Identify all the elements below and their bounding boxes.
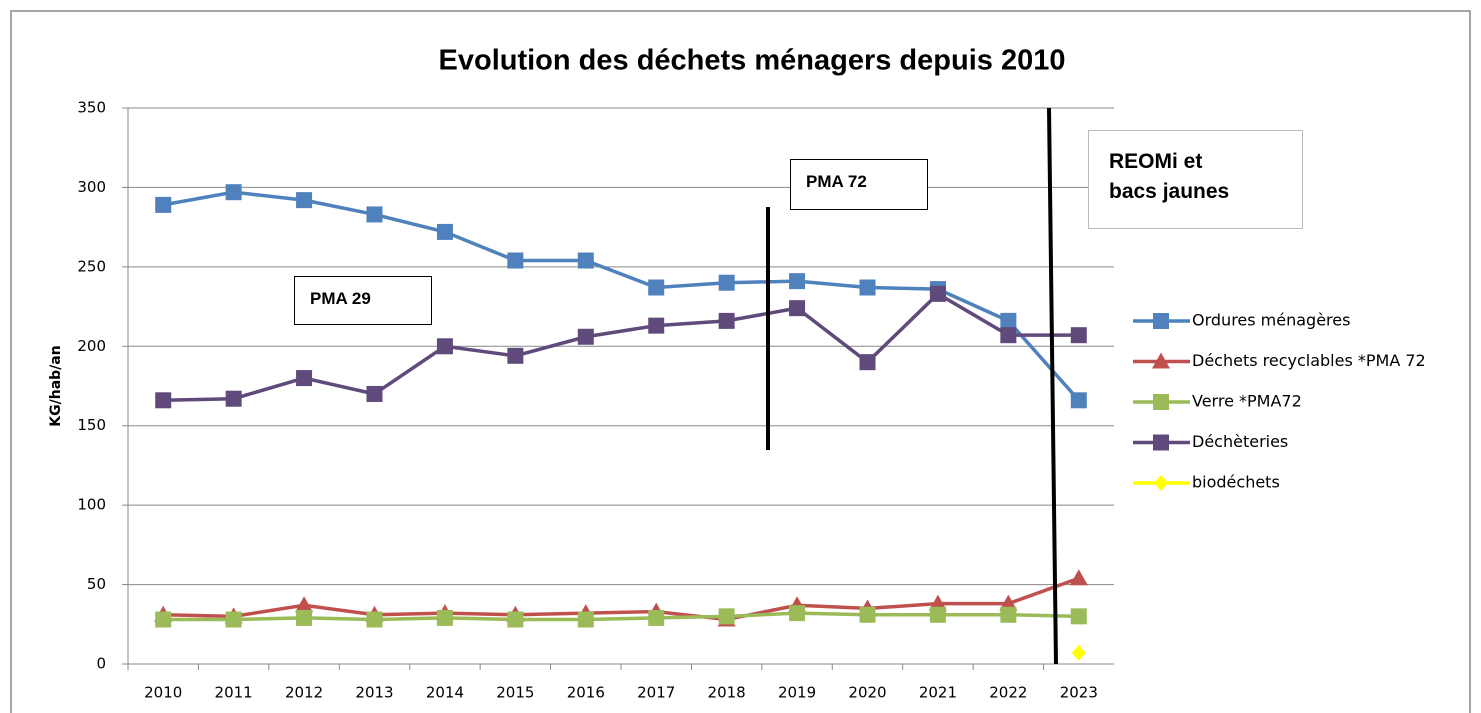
data-point <box>928 594 947 611</box>
data-point <box>366 206 383 223</box>
data-point <box>789 273 806 290</box>
data-point <box>1070 392 1087 409</box>
legend-marker <box>1153 434 1169 451</box>
data-point <box>225 390 242 407</box>
y-tick-label: 350 <box>77 99 106 117</box>
series-line <box>163 291 1079 403</box>
data-point <box>155 392 172 409</box>
data-point <box>436 609 453 626</box>
data-point <box>1000 327 1017 344</box>
legend-marker <box>1154 475 1168 491</box>
legend-label: Déchets recyclables *PMA 72 <box>1192 351 1426 370</box>
chart-title: Evolution des déchets ménagers depuis 20… <box>439 45 1066 77</box>
data-point <box>296 370 313 387</box>
divider <box>1047 107 1058 665</box>
data-point <box>295 596 314 613</box>
data-point <box>859 354 876 371</box>
data-point <box>789 300 806 317</box>
x-tick-label: 2020 <box>848 684 886 702</box>
legend-marker <box>1153 313 1169 329</box>
data-point <box>648 279 665 296</box>
x-tick-label: 2021 <box>919 684 957 702</box>
x-tick-label: 2010 <box>144 684 182 702</box>
annotation: PMA 29 <box>294 276 432 325</box>
y-axis-label: KG/hab/an <box>48 345 64 426</box>
x-tick-label: 2016 <box>567 684 605 702</box>
data-point <box>718 274 735 291</box>
data-point <box>1070 327 1087 344</box>
series-line <box>162 190 1081 402</box>
x-tick-label: 2019 <box>778 684 816 702</box>
data-point <box>859 606 876 623</box>
series-line <box>163 576 1080 622</box>
data-point <box>507 611 524 628</box>
series-line <box>163 611 1079 622</box>
data-point <box>929 285 946 302</box>
y-tick-label: 50 <box>87 575 106 593</box>
legend-marker <box>1152 352 1170 369</box>
data-point <box>1000 312 1017 329</box>
legend-label: Verre *PMA72 <box>1192 392 1302 411</box>
plot: 0 50 100 150 200 250 300 350 2010 2011 2012 2013 201… <box>77 99 1425 702</box>
legend-label: Déchèteries <box>1192 432 1288 451</box>
data-point <box>1071 644 1086 661</box>
y-tick-label: 250 <box>77 257 106 275</box>
data-point <box>507 347 524 364</box>
x-tick-label: 2022 <box>989 684 1027 702</box>
data-point <box>296 609 313 626</box>
data-point <box>296 192 313 209</box>
data-point <box>155 611 172 628</box>
data-point <box>1070 608 1087 625</box>
data-point <box>1000 606 1017 623</box>
data-point <box>718 312 735 329</box>
x-tick-label: 2011 <box>215 684 253 702</box>
data-point <box>577 611 594 628</box>
data-point <box>436 223 453 240</box>
data-point <box>648 317 665 334</box>
data-point <box>366 611 383 628</box>
y-tick-label: 150 <box>77 416 106 434</box>
y-tick-label: 0 <box>96 655 106 673</box>
x-tick-label: 2017 <box>637 684 675 702</box>
data-point <box>789 605 806 622</box>
legend-marker <box>1153 394 1169 410</box>
data-point <box>225 611 242 628</box>
y-tick-label: 100 <box>77 496 106 514</box>
data-point <box>718 608 735 625</box>
data-point <box>155 196 172 213</box>
x-tick-label: 2013 <box>355 684 393 702</box>
legend-label: biodéchets <box>1192 473 1280 492</box>
data-point <box>648 609 665 626</box>
data-point <box>225 184 242 201</box>
x-tick-label: 2012 <box>285 684 323 702</box>
y-tick-label: 200 <box>77 337 106 355</box>
data-point <box>859 279 876 296</box>
y-tick-label: 300 <box>77 178 106 196</box>
annotation: PMA 72 <box>790 159 928 210</box>
x-tick-label: 2015 <box>496 684 534 702</box>
data-point <box>577 252 594 269</box>
data-point <box>507 252 524 269</box>
annotation: REOMi et bacs jaunes <box>1088 130 1303 229</box>
data-point <box>1069 569 1088 586</box>
x-tick-label: 2014 <box>426 684 464 702</box>
chart-border <box>10 10 1471 713</box>
data-point <box>929 606 946 623</box>
data-point <box>366 385 383 402</box>
data-point <box>436 338 453 355</box>
data-point <box>577 328 594 345</box>
legend-label: Ordures ménagères <box>1192 311 1350 330</box>
x-tick-label: 2023 <box>1060 684 1098 702</box>
x-tick-label: 2018 <box>708 684 746 702</box>
data-point <box>999 594 1018 611</box>
